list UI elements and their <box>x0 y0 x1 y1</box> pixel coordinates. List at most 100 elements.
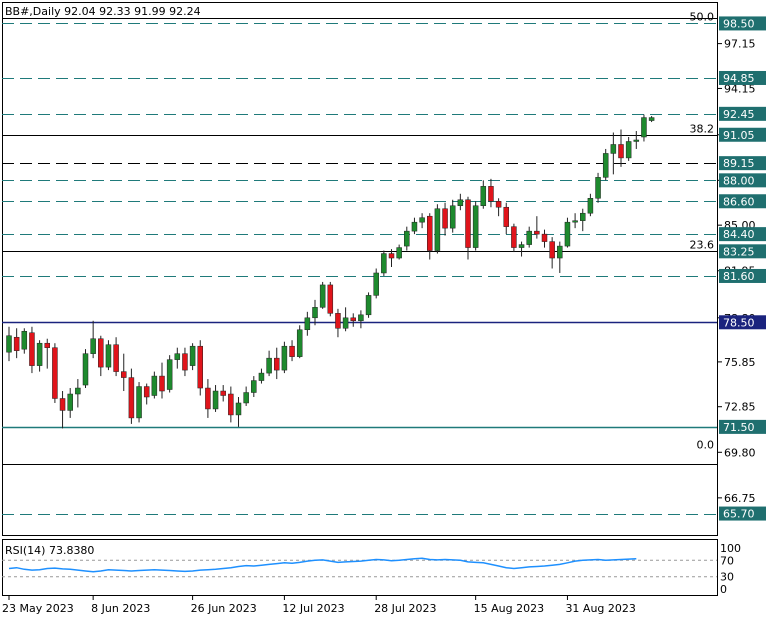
candle-body <box>258 372 265 381</box>
candle-body <box>503 206 509 227</box>
candle-body <box>197 345 203 389</box>
price-tag <box>719 315 766 330</box>
price-tick-label: 66.75 <box>724 492 756 505</box>
candle-body <box>557 245 563 259</box>
candle-body <box>90 338 96 354</box>
rsi-header: RSI(14) 73.8380 <box>5 544 94 557</box>
price-tag <box>719 173 766 188</box>
candle-body <box>44 342 50 348</box>
candle-body <box>541 233 548 242</box>
candle-body <box>312 307 318 319</box>
candle-body <box>166 359 173 390</box>
candle-body <box>449 205 456 229</box>
price-tag-label: 88.00 <box>723 174 755 187</box>
x-tick-label: 12 Jul 2023 <box>282 602 344 615</box>
candle-body <box>212 390 219 410</box>
candle-body <box>549 241 555 259</box>
x-tick-label: 8 Jun 2023 <box>91 602 150 615</box>
price-tag <box>719 127 766 142</box>
fib-label: 23.6 <box>690 239 715 252</box>
candle-body <box>182 353 188 371</box>
rsi-tick-label: 100 <box>720 542 741 555</box>
candle-body <box>143 386 150 398</box>
candle-body <box>648 117 655 121</box>
rsi-tick-label: 0 <box>720 583 727 596</box>
price-tick-label: 69.80 <box>724 446 756 459</box>
candle-body <box>602 153 609 178</box>
main-chart-frame <box>2 2 718 536</box>
x-tick-label: 26 Jun 2023 <box>191 602 257 615</box>
candle-body <box>495 201 502 208</box>
rsi-line <box>8 557 637 573</box>
candle-body <box>457 199 464 206</box>
candle-body <box>243 392 249 404</box>
candle-body <box>610 144 617 154</box>
price-tag-label: 89.15 <box>723 157 755 170</box>
price-tag-label: 78.50 <box>723 316 755 329</box>
candle-body <box>121 371 127 378</box>
price-tag <box>719 156 766 171</box>
price-tag <box>719 268 766 283</box>
candle-body <box>159 375 165 392</box>
candle-body <box>67 393 73 411</box>
candle-body <box>105 344 112 368</box>
x-tick-label: 15 Aug 2023 <box>474 602 544 615</box>
candle-body <box>564 221 571 247</box>
fib-label: 0.0 <box>697 439 715 452</box>
price-tag-label: 83.25 <box>723 245 755 258</box>
price-tag-label: 81.60 <box>723 270 755 283</box>
candle-body <box>327 284 334 314</box>
price-tag <box>719 419 766 434</box>
candle-body <box>29 332 35 366</box>
candle-body <box>427 215 433 251</box>
candle-body <box>587 198 594 214</box>
candle-body <box>205 387 211 410</box>
candle-body <box>189 345 196 366</box>
price-tick-label: 75.85 <box>724 356 756 369</box>
candle-body <box>136 386 142 419</box>
price-tag <box>719 70 766 85</box>
fib-label: 38.2 <box>690 123 715 136</box>
candle-body <box>21 331 28 350</box>
candle-body <box>365 295 372 316</box>
rsi-tick-label: 70 <box>720 554 734 567</box>
candle-body <box>342 317 349 329</box>
candle-body <box>526 230 532 245</box>
candle-body <box>358 314 364 322</box>
candle-body <box>52 347 58 399</box>
candle-body <box>534 230 540 235</box>
candle-body <box>641 117 647 138</box>
price-tag-label: 71.50 <box>723 421 755 434</box>
candle-body <box>388 253 395 259</box>
price-tag <box>719 227 766 242</box>
candle-body <box>59 398 66 411</box>
candle-body <box>304 317 311 331</box>
candle-body <box>488 186 494 202</box>
candle-body <box>274 357 280 371</box>
candle-body <box>98 338 104 368</box>
rsi-tick-label: 30 <box>720 571 734 584</box>
price-tag <box>719 106 766 121</box>
x-tick-label: 23 May 2023 <box>2 602 74 615</box>
chart-header: BB#,Daily 92.04 92.33 91.99 92.24 <box>5 5 201 18</box>
candle-body <box>472 205 479 248</box>
price-tag <box>719 244 766 259</box>
candle-body <box>228 393 234 416</box>
candle-body <box>235 402 242 416</box>
candle-body <box>220 390 226 396</box>
candle-body <box>36 342 43 366</box>
rsi-panel-frame <box>2 539 718 596</box>
x-tick-label: 28 Jul 2023 <box>374 602 436 615</box>
candle-body <box>128 377 135 419</box>
candle-body <box>289 345 295 357</box>
candle-body <box>6 335 12 353</box>
price-tag-label: 92.45 <box>723 108 755 121</box>
price-tag-label: 94.85 <box>723 72 755 85</box>
price-tag-label: 98.50 <box>723 17 755 30</box>
candle-body <box>396 247 402 259</box>
candle-body <box>174 353 181 360</box>
x-tick-label: 31 Aug 2023 <box>565 602 635 615</box>
candle-body <box>373 272 379 296</box>
candle-body <box>411 221 418 232</box>
